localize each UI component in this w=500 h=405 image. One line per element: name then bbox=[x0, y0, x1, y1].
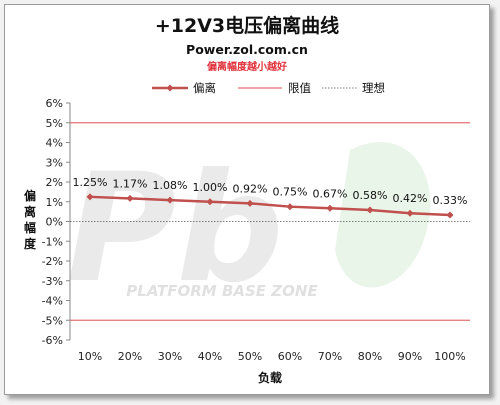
x-tick-label: 10% bbox=[78, 350, 102, 363]
y-tick-label: -4% bbox=[42, 295, 63, 308]
data-point bbox=[326, 204, 334, 212]
x-tick-label: 90% bbox=[398, 350, 422, 363]
chart-note: 偏离幅度越小越好 bbox=[207, 62, 287, 73]
chart-subtitle: Power.zol.com.cn bbox=[186, 42, 308, 57]
x-axis-title: 负载 bbox=[258, 370, 282, 385]
watermark-logo: Pb bbox=[66, 142, 283, 316]
y-tick-label: 4% bbox=[46, 137, 63, 150]
y-axis-title-char: 离 bbox=[24, 204, 36, 219]
x-tick-label: 30% bbox=[158, 350, 182, 363]
y-tick-label: 5% bbox=[46, 117, 63, 130]
data-label: 0.58% bbox=[353, 189, 388, 202]
y-tick-label: 0% bbox=[46, 216, 63, 229]
data-label: 0.92% bbox=[233, 182, 268, 195]
data-label: 1.17% bbox=[113, 177, 148, 190]
data-point bbox=[406, 209, 414, 217]
legend-label-deviation: 偏离 bbox=[193, 81, 216, 95]
data-point bbox=[166, 196, 174, 204]
x-tick-label: 80% bbox=[358, 350, 382, 363]
legend-label-ideal: 理想 bbox=[362, 81, 385, 95]
y-axis-title-char: 偏 bbox=[24, 188, 36, 203]
y-tick-label: -3% bbox=[42, 275, 63, 288]
x-tick-label: 20% bbox=[118, 350, 142, 363]
y-tick-label: 6% bbox=[46, 97, 63, 110]
legend-marker-deviation bbox=[166, 84, 174, 92]
y-tick-label: -5% bbox=[42, 314, 63, 327]
y-tick-label: -1% bbox=[42, 235, 63, 248]
y-axis-title-char: 幅 bbox=[24, 220, 36, 235]
x-tick-label: 50% bbox=[238, 350, 262, 363]
watermark-leaf-icon bbox=[335, 142, 431, 288]
data-point bbox=[446, 211, 454, 219]
data-label: 0.67% bbox=[313, 187, 348, 200]
y-tick-label: 1% bbox=[46, 196, 63, 209]
x-tick-label: 70% bbox=[318, 350, 342, 363]
data-label: 1.25% bbox=[73, 176, 108, 189]
y-tick-label: 3% bbox=[46, 156, 63, 169]
data-label: 0.75% bbox=[273, 186, 308, 199]
x-tick-label: 60% bbox=[278, 350, 302, 363]
data-point bbox=[206, 198, 214, 206]
data-label: 1.08% bbox=[153, 179, 188, 192]
chart-frame: +12V3电压偏离曲线 Power.zol.com.cn 偏离幅度越小越好 bbox=[4, 4, 490, 395]
chart-title: +12V3电压偏离曲线 bbox=[154, 15, 340, 37]
data-point bbox=[286, 203, 294, 211]
data-label: 1.00% bbox=[193, 181, 228, 194]
y-tick-label: -2% bbox=[42, 255, 63, 268]
watermark-caption: PLATFORM BASE ZONE bbox=[126, 282, 318, 300]
data-point bbox=[366, 206, 374, 214]
y-axis-title: 偏离幅度 bbox=[24, 188, 37, 251]
data-point bbox=[126, 194, 134, 202]
legend-label-limit: 限值 bbox=[288, 81, 311, 95]
x-tick-label: 100% bbox=[434, 350, 465, 363]
data-point bbox=[246, 199, 254, 207]
y-tick-label: -6% bbox=[42, 334, 63, 347]
y-axis-title-char: 度 bbox=[24, 236, 37, 251]
data-point bbox=[86, 193, 94, 201]
x-tick-label: 40% bbox=[198, 350, 222, 363]
data-label: 0.42% bbox=[393, 192, 428, 205]
legend: 偏离 限值 理想 bbox=[152, 81, 385, 95]
y-tick-label: 2% bbox=[46, 176, 63, 189]
series-line-deviation bbox=[89, 195, 451, 217]
data-label: 0.33% bbox=[433, 194, 468, 207]
